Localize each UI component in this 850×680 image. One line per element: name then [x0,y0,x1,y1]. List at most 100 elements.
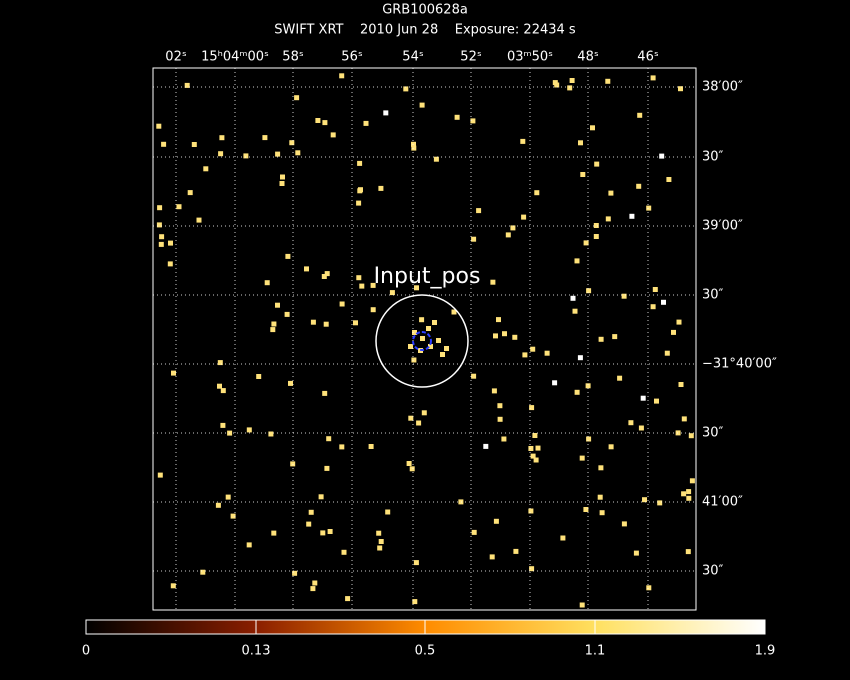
photon [294,95,300,101]
photon [493,518,499,524]
photon [496,317,501,323]
photon [530,453,536,459]
photon [608,190,614,196]
region-label: Input_pos [374,264,481,289]
photon [409,466,415,472]
photon [529,405,535,411]
photon [505,232,511,238]
top-tick-label: 52ˢ [460,50,482,65]
photon [339,444,345,450]
photon [187,190,193,196]
top-tick-label: 03ᵐ50ˢ [507,50,553,65]
photon [279,181,285,186]
photon [580,172,586,177]
photon [419,317,425,323]
photon [170,583,176,589]
photon [420,336,425,341]
photon [470,118,476,124]
right-tick-label: 41′00″ [702,495,743,510]
photon [476,208,482,214]
photon [246,542,252,548]
photon [688,433,694,439]
photon [322,120,328,126]
photon [583,507,589,512]
photon [412,599,418,605]
photon [356,275,362,281]
photon [378,185,384,191]
photon [681,416,687,422]
photon [264,280,270,286]
photon [403,86,409,92]
photon [686,489,692,495]
photon [544,350,550,356]
photon [451,309,457,315]
photon [608,444,614,450]
photon [513,548,519,554]
photon [636,183,642,189]
position-marker [412,331,432,351]
photon [339,301,345,307]
photon-image [156,73,695,608]
photon [159,234,165,240]
photon [605,78,611,84]
right-tick-label: 30″ [702,150,724,165]
photon [574,258,580,264]
photon [440,352,445,357]
photon [408,415,414,421]
source-region [375,294,469,388]
photon [270,327,276,333]
photon [597,494,603,500]
photon [359,283,365,289]
photon [378,539,384,544]
photon [628,420,634,426]
photon [650,75,656,81]
photon [171,370,176,376]
photon [671,329,676,335]
photon [578,140,583,146]
photon [436,338,441,343]
photon [594,161,600,167]
photon [533,457,539,463]
photon [203,166,209,172]
photon [271,321,277,327]
photon [385,509,391,515]
photon [664,350,670,356]
photon [612,334,618,340]
photon [521,214,527,220]
photon [308,509,314,515]
photon [621,293,627,299]
photon [389,290,395,296]
top-tick-label: 15ʰ04ᵐ00ˢ [201,50,269,65]
colorbar-label: 0.5 [415,644,436,659]
photon [646,585,652,591]
photon [642,497,647,503]
photon [275,151,281,157]
photon [590,125,595,131]
top-tick-label: 54ˢ [402,50,424,65]
photon [318,494,324,500]
photon [458,499,464,505]
photon [215,502,221,508]
top-tick-label: 46ˢ [637,50,659,65]
photon [406,461,412,466]
photon [650,304,656,310]
photon [512,334,518,340]
photon [510,225,516,231]
photon [345,596,351,602]
photon [530,346,536,352]
photon [497,403,503,409]
colorbar-label: 0.13 [242,644,271,659]
photon [262,135,268,141]
colorbar-label: 1.9 [755,644,776,659]
photon [288,380,293,386]
photon [637,112,643,118]
photon [432,320,437,325]
photon [157,205,163,211]
photon [491,388,497,394]
title: GRB100628a [382,3,468,18]
photon [341,549,347,555]
photon [444,346,449,351]
image-frame [152,67,697,611]
photon [490,279,496,285]
